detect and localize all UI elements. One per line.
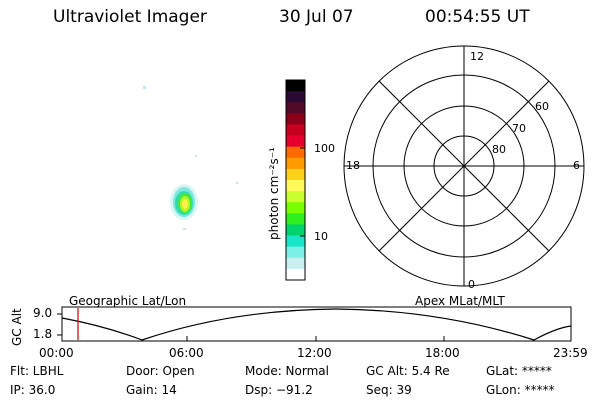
- color-tick-label-10: 10: [314, 230, 328, 243]
- color-scale-segment: [286, 180, 305, 192]
- color-scale-segment: [286, 157, 305, 170]
- color-scale-segment: [286, 91, 305, 103]
- info-dsp: Dsp: −91.2: [245, 383, 313, 397]
- time-label-2359: 23:59: [553, 346, 588, 360]
- alt-tick-label-9: 9.0: [33, 306, 53, 320]
- polar-diagonal-2: [378, 80, 550, 252]
- color-scale-segment: [286, 213, 305, 225]
- mlt-label-12: 12: [470, 50, 484, 63]
- color-scale-segment: [286, 268, 305, 281]
- color-scale-segment: [286, 124, 305, 137]
- timeline-axis-label: GC Alt: [10, 308, 24, 346]
- mlt-label-0: 0: [468, 278, 475, 291]
- info-glon: GLon: *****: [486, 383, 555, 397]
- color-scale-unit: photon cm⁻²s⁻¹: [267, 147, 281, 240]
- color-scale-segment: [286, 113, 305, 125]
- color-scale-frame: [285, 79, 306, 281]
- color-scale-segment: [286, 246, 305, 259]
- time-label-1800: 18:00: [425, 346, 460, 360]
- time-label-0600: 06:00: [169, 346, 204, 360]
- mlt-label-18: 18: [346, 159, 360, 172]
- color-scale-segment: [286, 102, 305, 114]
- info-mode: Mode: Normal: [245, 364, 329, 378]
- apex-caption: Apex MLat/MLT: [415, 294, 505, 308]
- color-scale-segment: [286, 80, 305, 92]
- color-scale-segment: [286, 191, 305, 203]
- altitude-trace: [61, 308, 572, 341]
- mlat-label-80: 80: [492, 143, 506, 156]
- color-scale-segment: [286, 224, 305, 237]
- geographic-caption: Geographic Lat/Lon: [69, 294, 187, 308]
- observation-time: 00:54:55 UT: [425, 7, 530, 27]
- alt-tick-label-1-8: 1.8: [33, 327, 53, 341]
- info-glat: GLat: *****: [486, 364, 552, 378]
- info-gain: Gain: 14: [126, 383, 177, 397]
- info-filter: Flt: LBHL: [10, 364, 64, 378]
- altitude-timeline-frame: [61, 306, 572, 342]
- color-scale-segment: [286, 135, 305, 148]
- mlat-label-60: 60: [535, 100, 549, 113]
- mlat-label-70: 70: [512, 122, 526, 135]
- color-tick-label-100: 100: [314, 142, 335, 155]
- time-label-0000: 00:00: [39, 346, 74, 360]
- color-scale-segment: [286, 168, 305, 181]
- aurora-emission: [143, 86, 238, 230]
- info-ip: IP: 36.0: [10, 383, 56, 397]
- info-seq: Seq: 39: [366, 383, 412, 397]
- color-scale-segment: [286, 257, 305, 270]
- color-scale-segment: [286, 146, 305, 159]
- color-scale-segment: [286, 235, 305, 248]
- time-label-1200: 12:00: [297, 346, 332, 360]
- info-door: Door: Open: [126, 364, 195, 378]
- observation-date: 30 Jul 07: [279, 7, 354, 27]
- mlt-label-6: 6: [573, 159, 580, 172]
- polar-grid: [343, 45, 585, 287]
- color-scale-segment: [286, 202, 305, 214]
- color-scale-bar: [286, 80, 305, 281]
- info-gc-alt: GC Alt: 5.4 Re: [366, 364, 450, 378]
- instrument-title: Ultraviolet Imager: [53, 7, 207, 27]
